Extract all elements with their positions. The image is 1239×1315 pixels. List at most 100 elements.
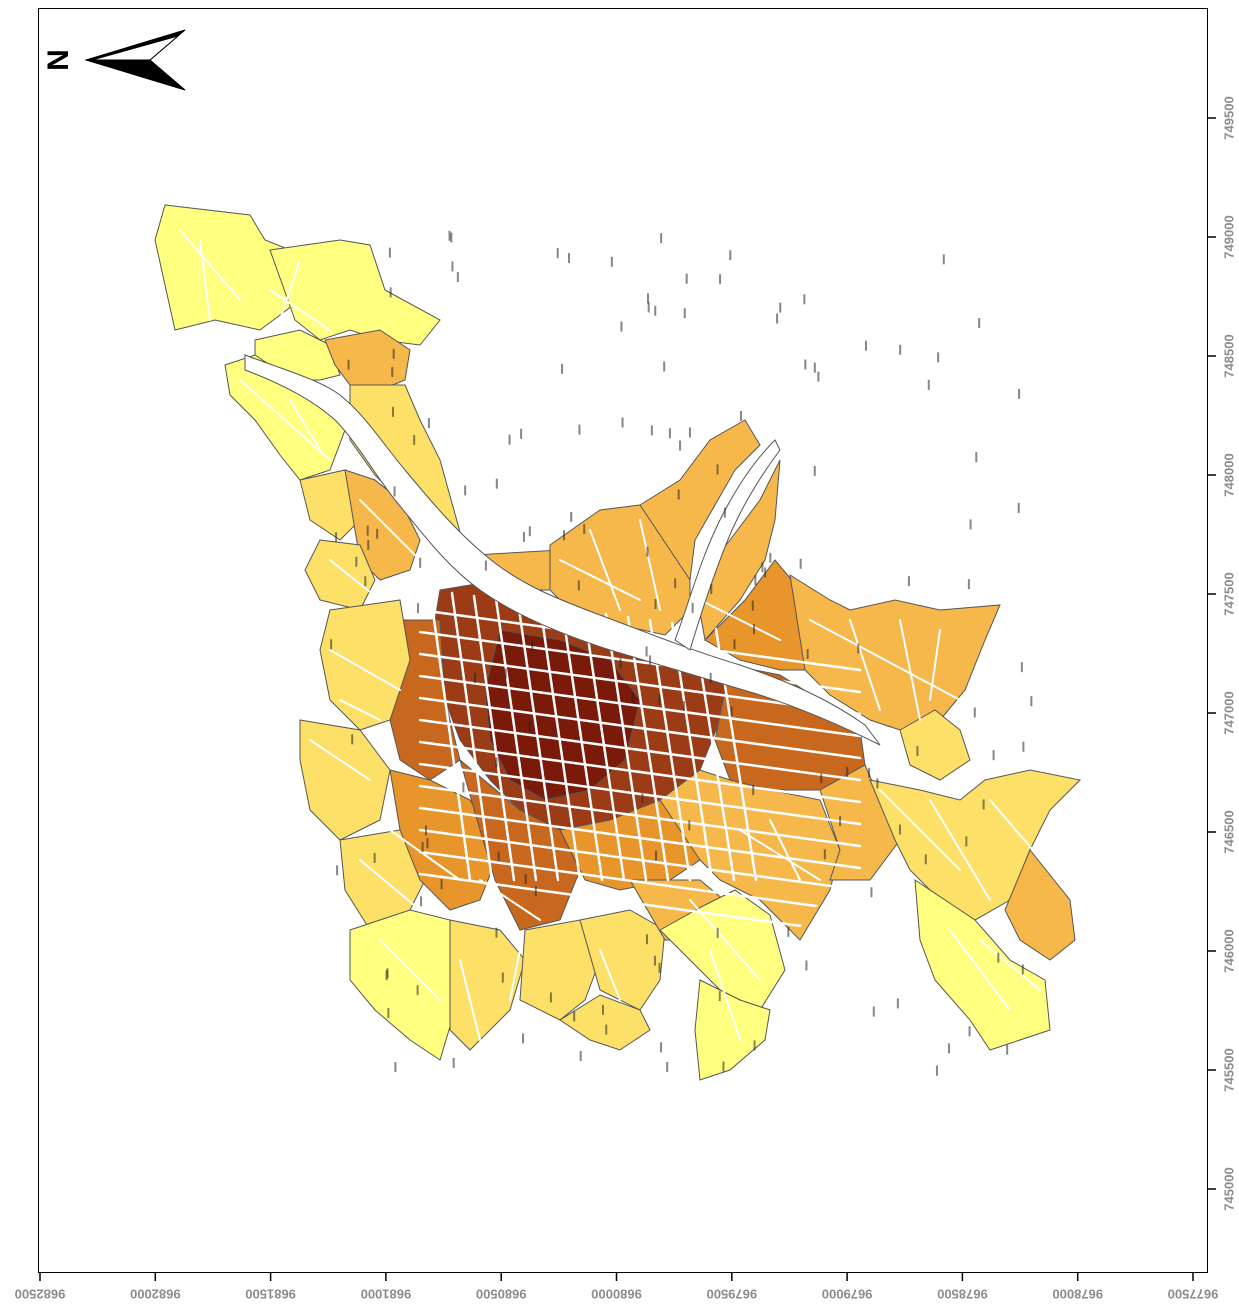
y-tick-label: 746500: [1221, 810, 1236, 853]
street: [879, 789, 961, 871]
block-label: [751, 600, 754, 611]
block-label: [416, 985, 419, 996]
block-label: [967, 579, 970, 590]
street: [689, 899, 761, 981]
block-label: [621, 417, 624, 428]
x-tick-label: 9682500: [15, 1287, 66, 1302]
street: [269, 289, 331, 331]
block-label: [452, 1057, 455, 1068]
street: [418, 828, 862, 892]
block-label: [691, 602, 694, 613]
block-label: [387, 1008, 390, 1019]
river-branch: [674, 439, 781, 651]
block-label: [716, 464, 719, 475]
block-label: [456, 272, 459, 283]
x-tick-label: 9678000: [1052, 1287, 1103, 1302]
block-label: [924, 854, 927, 865]
block-label: [660, 1042, 663, 1053]
block-label: [730, 706, 733, 717]
street: [450, 591, 494, 882]
block-label: [978, 318, 981, 329]
street: [739, 829, 821, 881]
block-label: [367, 539, 370, 550]
street: [538, 603, 582, 882]
district-28: [819, 764, 901, 881]
block-label: [754, 575, 757, 586]
block-label: [685, 273, 688, 284]
block-label: [351, 734, 354, 745]
block-label: [427, 418, 430, 429]
block-label: [464, 485, 467, 496]
block-label: [718, 991, 721, 1002]
block-label: [528, 721, 531, 732]
block-label: [522, 1033, 525, 1044]
block-label: [654, 599, 657, 610]
district-35: [579, 909, 666, 1011]
block-label: [583, 524, 586, 535]
x-tick-label: 9678500: [937, 1287, 988, 1302]
street: [239, 379, 331, 461]
block-label: [1006, 1044, 1009, 1055]
street: [809, 619, 961, 701]
north-letter: N: [42, 49, 75, 71]
block-label: [497, 851, 500, 862]
street: [359, 859, 421, 911]
street: [418, 630, 862, 694]
street: [418, 696, 862, 760]
district-13: [694, 459, 781, 642]
north-arrow: N: [42, 29, 186, 91]
block-label: [876, 778, 879, 789]
street: [309, 739, 371, 781]
block-label: [528, 526, 531, 537]
block-label: [420, 896, 423, 907]
block-label: [549, 992, 552, 1003]
block-label: [655, 850, 658, 861]
district-1: [154, 204, 301, 331]
river: [244, 354, 881, 746]
block-label: [570, 511, 573, 522]
block-label: [716, 927, 719, 938]
block-label: [392, 406, 395, 417]
block-label: [658, 962, 661, 973]
block-label: [776, 313, 779, 324]
block-label: [573, 1011, 576, 1022]
block-label: [619, 658, 622, 669]
block-label: [937, 352, 940, 363]
block-label: [1022, 741, 1025, 752]
block-label: [660, 233, 663, 244]
district-31: [914, 879, 1051, 1051]
block-label: [610, 256, 613, 267]
block-label: [752, 624, 755, 635]
y-tick-label: 749500: [1221, 96, 1236, 139]
street: [418, 762, 862, 826]
block-label: [817, 371, 820, 382]
block-label: [620, 321, 623, 332]
street: [699, 599, 781, 641]
block-label: [645, 934, 648, 945]
street: [329, 559, 381, 601]
block-label: [1017, 502, 1020, 513]
street: [599, 949, 621, 1001]
street: [899, 619, 921, 721]
block-label: [421, 841, 424, 852]
block-label: [440, 879, 443, 890]
district-32: [349, 909, 471, 1061]
block-label: [733, 639, 736, 650]
block-label: [823, 849, 826, 860]
street: [418, 784, 862, 848]
street-network: [179, 229, 1051, 1041]
block-label: [1021, 964, 1024, 975]
street: [472, 594, 516, 882]
block-label: [658, 694, 661, 705]
block-label: [495, 927, 498, 938]
block-label: [389, 287, 392, 298]
block-label: [1030, 696, 1033, 707]
block-label: [520, 428, 523, 439]
street: [379, 939, 441, 1001]
district-33: [449, 919, 526, 1051]
block-label: [965, 836, 968, 847]
block-label: [872, 1006, 875, 1017]
block-label: [813, 362, 816, 373]
block-label: [935, 1065, 938, 1076]
